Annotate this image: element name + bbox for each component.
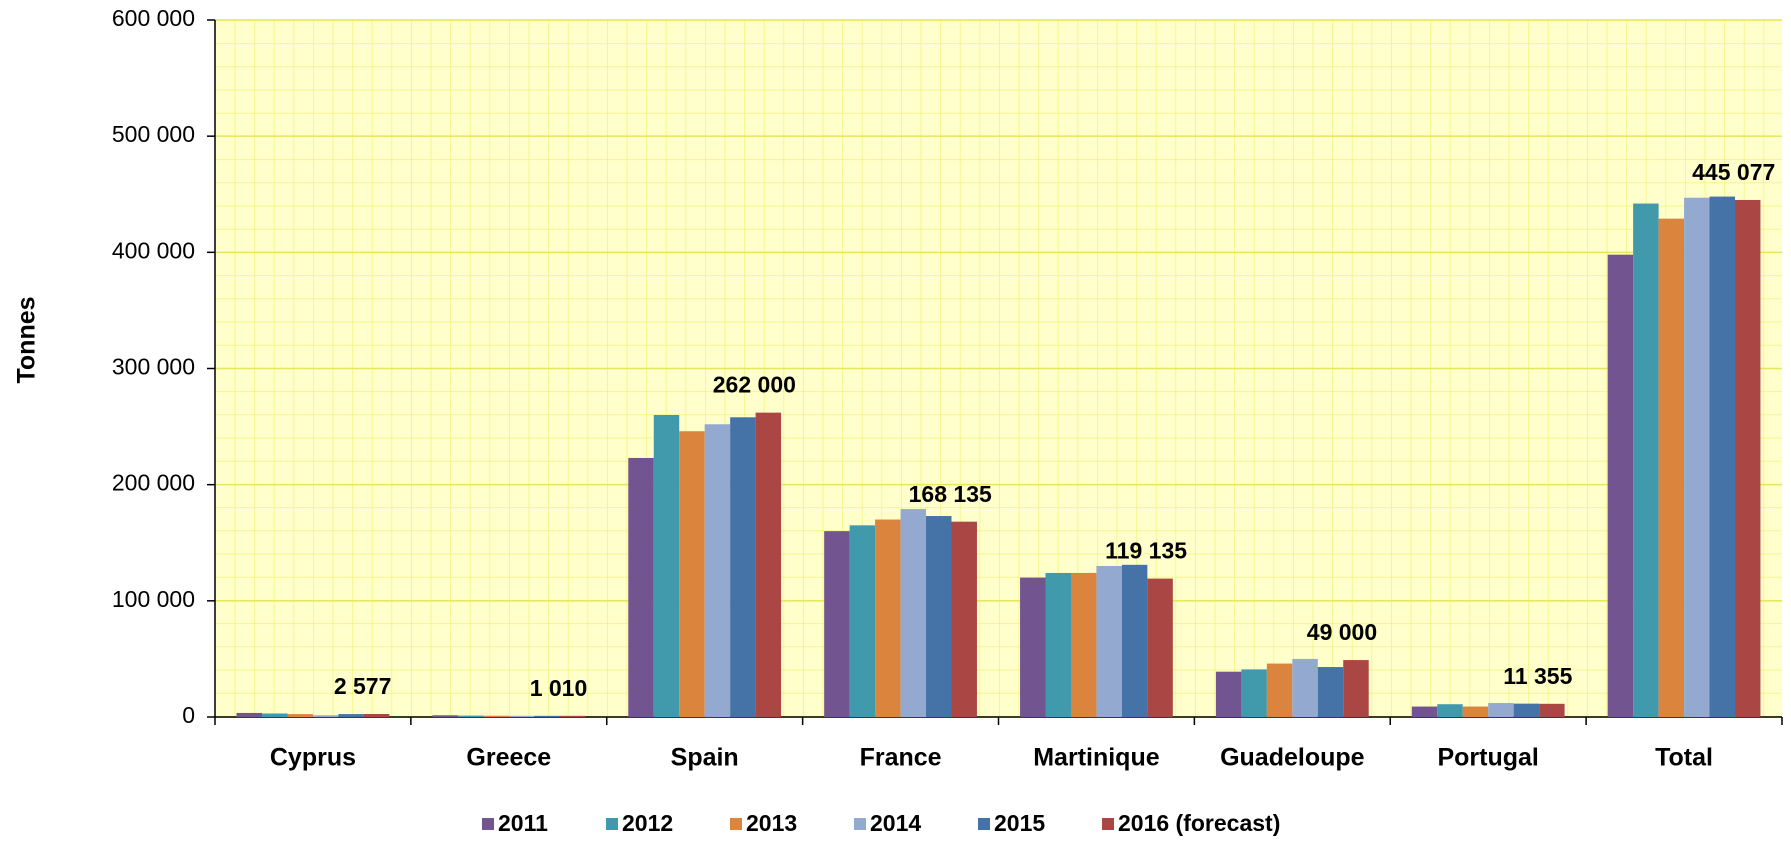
bar bbox=[559, 715, 586, 717]
bar bbox=[1734, 199, 1761, 718]
bar bbox=[1241, 669, 1267, 717]
bar bbox=[1709, 196, 1735, 717]
y-tick-label: 300 000 bbox=[112, 354, 195, 380]
bar bbox=[262, 713, 288, 717]
legend-swatch bbox=[978, 818, 990, 830]
bar bbox=[730, 417, 756, 717]
bar bbox=[287, 714, 313, 717]
bar bbox=[1437, 704, 1463, 717]
data-label: 119 135 bbox=[1105, 538, 1187, 564]
legend-label: 2011 bbox=[498, 810, 548, 836]
x-tick-label: Total bbox=[1655, 744, 1713, 772]
data-label: 11 355 bbox=[1503, 663, 1572, 689]
y-tick-label: 200 000 bbox=[112, 470, 195, 496]
bar bbox=[755, 412, 782, 717]
legend-swatch bbox=[482, 818, 494, 830]
data-label: 49 000 bbox=[1307, 619, 1377, 645]
bar bbox=[1488, 703, 1514, 717]
bar bbox=[483, 715, 509, 717]
legend-swatch bbox=[606, 818, 618, 830]
bar bbox=[1317, 667, 1344, 717]
data-label: 1 010 bbox=[530, 675, 588, 701]
bar bbox=[679, 431, 705, 717]
bar bbox=[236, 712, 263, 717]
bar bbox=[1633, 203, 1659, 717]
data-label: 262 000 bbox=[713, 372, 796, 398]
legend-label: 2014 bbox=[870, 810, 921, 836]
x-tick-label: Martinique bbox=[1033, 744, 1159, 772]
bar bbox=[1343, 660, 1369, 717]
bar bbox=[1684, 197, 1710, 718]
legend-label: 2013 bbox=[746, 810, 797, 836]
legend-swatch bbox=[1102, 818, 1114, 830]
bar bbox=[1266, 663, 1293, 717]
x-tick-label: Guadeloupe bbox=[1220, 744, 1365, 772]
bar bbox=[1070, 572, 1097, 717]
bar bbox=[849, 525, 876, 717]
bar bbox=[1513, 703, 1540, 717]
bar bbox=[704, 424, 731, 717]
bar bbox=[875, 519, 901, 717]
x-tick-label: Greece bbox=[466, 744, 551, 772]
bar bbox=[1147, 578, 1173, 717]
bar bbox=[363, 714, 390, 717]
data-label: 445 077 bbox=[1692, 159, 1775, 185]
x-tick-label: Portugal bbox=[1437, 744, 1538, 772]
y-tick-label: 0 bbox=[182, 702, 195, 728]
bar bbox=[1292, 658, 1318, 717]
bar bbox=[312, 715, 339, 717]
bar bbox=[900, 509, 927, 717]
x-tick-label: Spain bbox=[671, 744, 739, 772]
bar bbox=[534, 715, 560, 717]
bar bbox=[338, 714, 364, 717]
bar bbox=[457, 715, 484, 717]
y-tick-label: 500 000 bbox=[112, 121, 195, 147]
bar bbox=[1658, 218, 1685, 717]
legend-swatch bbox=[730, 818, 742, 830]
bar bbox=[1411, 706, 1438, 717]
bar bbox=[1096, 565, 1122, 717]
bar bbox=[508, 715, 535, 717]
bar bbox=[1539, 703, 1565, 717]
bar bbox=[1215, 671, 1242, 717]
legend-label: 2016 (forecast) bbox=[1118, 810, 1280, 836]
bar bbox=[824, 531, 850, 717]
bar bbox=[432, 715, 458, 717]
bar bbox=[1462, 706, 1489, 717]
legend-swatch bbox=[854, 818, 866, 830]
x-tick-label: Cyprus bbox=[270, 744, 356, 772]
bar bbox=[1045, 572, 1071, 717]
y-tick-label: 600 000 bbox=[112, 5, 195, 31]
x-tick-label: France bbox=[860, 744, 942, 772]
bar bbox=[1020, 577, 1046, 717]
bar bbox=[1607, 254, 1634, 717]
y-axis-title: Tonnes bbox=[13, 296, 41, 383]
bar bbox=[628, 457, 654, 717]
legend-label: 2015 bbox=[994, 810, 1045, 836]
bar bbox=[653, 414, 680, 717]
y-tick-label: 400 000 bbox=[112, 237, 195, 263]
bar bbox=[1121, 564, 1148, 717]
legend-label: 2012 bbox=[622, 810, 673, 836]
y-tick-label: 100 000 bbox=[112, 586, 195, 612]
bar bbox=[926, 516, 952, 717]
data-label: 2 577 bbox=[334, 673, 392, 699]
bar bbox=[951, 521, 977, 717]
data-label: 168 135 bbox=[909, 481, 992, 507]
